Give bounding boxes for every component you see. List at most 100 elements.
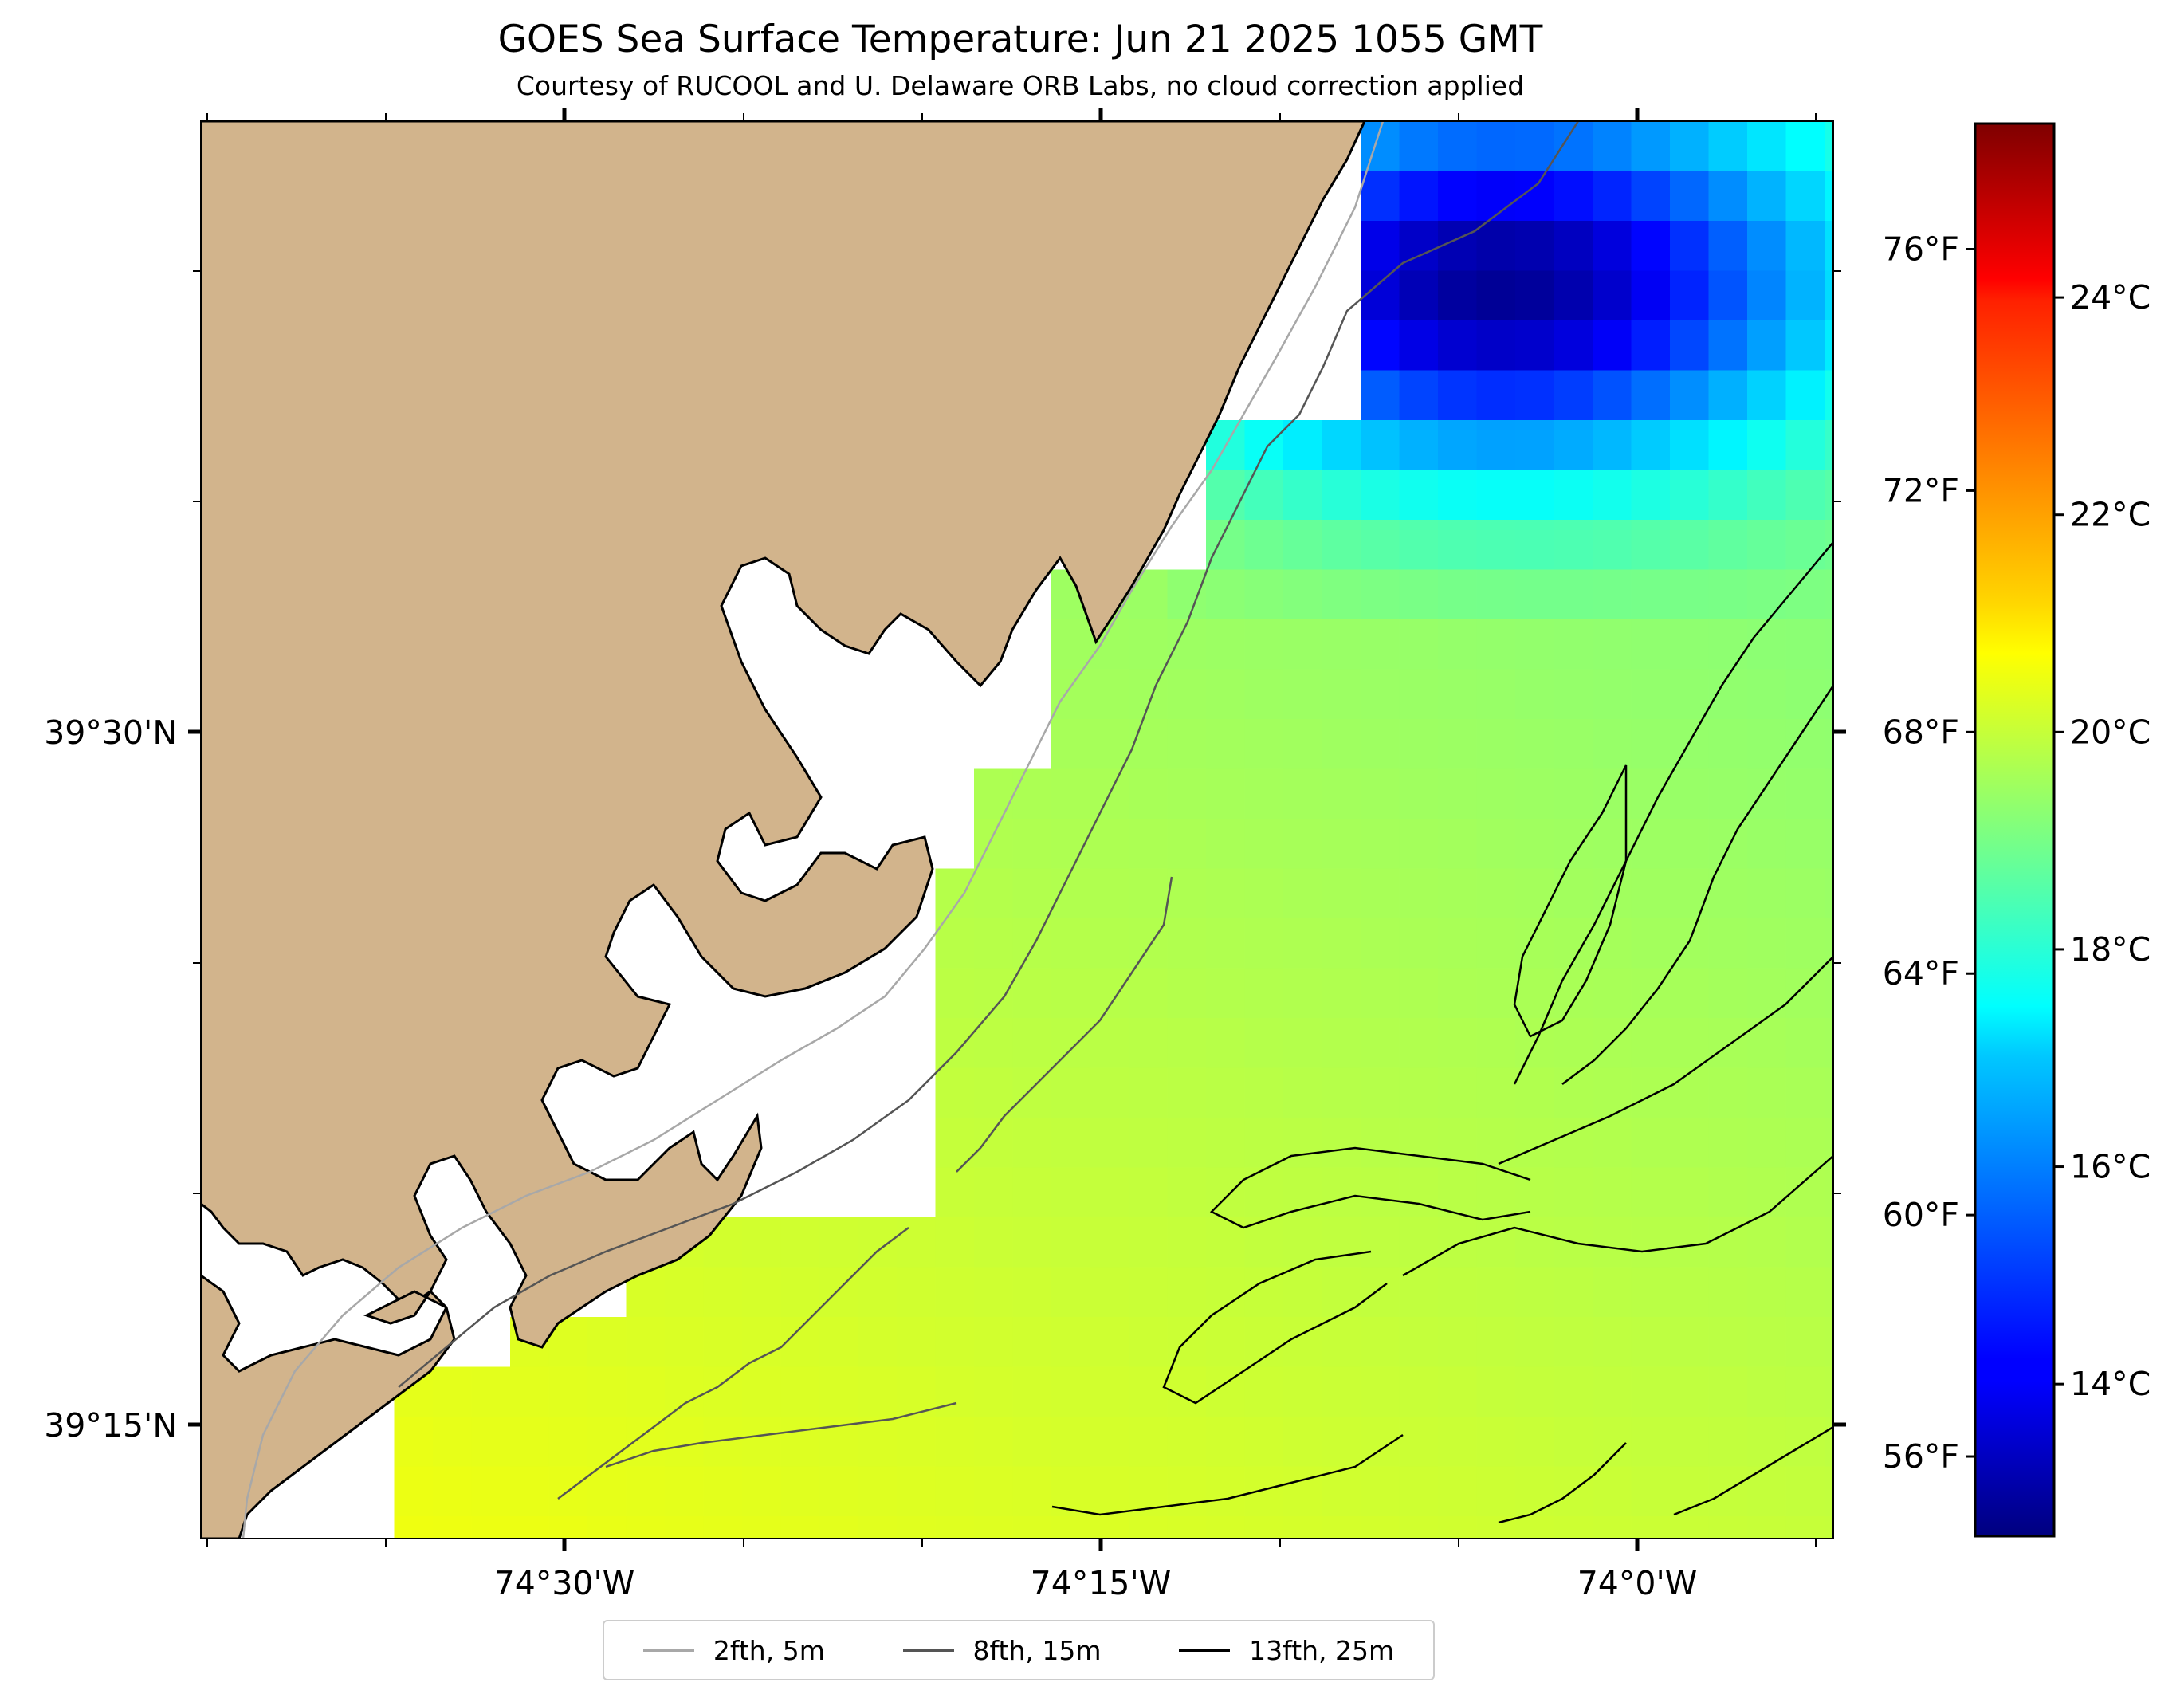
- sst-cell: [433, 1466, 473, 1517]
- sst-cell: [1515, 1217, 1555, 1268]
- sst-cell: [1167, 968, 1207, 1019]
- sst-cell: [1167, 619, 1207, 670]
- sst-cell: [858, 1466, 898, 1517]
- sst-cell: [1399, 918, 1439, 969]
- sst-cell: [1554, 669, 1593, 720]
- sst-cell: [1670, 968, 1710, 1019]
- sst-cell: [1670, 1516, 1710, 1539]
- sst-cell: [1438, 1018, 1478, 1069]
- sst-cell: [1129, 819, 1169, 870]
- sst-cell: [1631, 1317, 1671, 1368]
- sst-cell: [1361, 619, 1400, 670]
- sst-cell: [1438, 320, 1478, 371]
- sst-cell: [587, 1417, 627, 1468]
- sst-cell: [1554, 868, 1593, 919]
- sst-cell: [1399, 719, 1439, 770]
- sst-cell: [1438, 569, 1478, 620]
- sst-cell: [1438, 221, 1478, 272]
- sst-cell: [1825, 918, 1833, 969]
- sst-cell: [1129, 1317, 1169, 1368]
- legend-item-13fth: 13fth, 25m: [1179, 1635, 1394, 1666]
- sst-cell: [1785, 171, 1825, 222]
- sst-cell: [1438, 1067, 1478, 1118]
- sst-cell: [1322, 819, 1361, 870]
- sst-cell: [1206, 1267, 1246, 1318]
- sst-cell: [1438, 719, 1478, 770]
- sst-cell: [780, 1466, 820, 1517]
- sst-cell: [1283, 1366, 1323, 1417]
- sst-cell: [1631, 320, 1671, 371]
- sst-cell: [897, 1466, 937, 1517]
- sst-cell: [1515, 968, 1555, 1019]
- sst-cell: [974, 1466, 1014, 1517]
- sst-cell: [1708, 370, 1748, 421]
- sst-cell: [935, 1067, 975, 1118]
- sst-cell: [1051, 1167, 1091, 1218]
- sst-cell: [1476, 1067, 1516, 1118]
- sst-cell: [1051, 1217, 1091, 1268]
- sst-cell: [1012, 1018, 1052, 1069]
- sst-cell: [1244, 470, 1284, 521]
- sst-cell: [858, 1366, 898, 1417]
- sst-cell: [1361, 569, 1400, 620]
- sst-cell: [1361, 918, 1400, 969]
- sst-cell: [780, 1516, 820, 1539]
- sst-cell: [935, 1167, 975, 1218]
- sst-cell: [1129, 1417, 1169, 1468]
- sst-cell: [1554, 270, 1593, 321]
- sst-cell: [1515, 868, 1555, 919]
- sst-cell: [1785, 320, 1825, 371]
- sst-cell: [1747, 520, 1787, 571]
- sst-cell: [1012, 819, 1052, 870]
- sst-cell: [1167, 569, 1207, 620]
- sst-cell: [1244, 1417, 1284, 1468]
- sst-cell: [1322, 968, 1361, 1019]
- sst-cell: [1825, 370, 1833, 421]
- sst-cell: [1051, 719, 1091, 770]
- sst-cell: [1825, 868, 1833, 919]
- sst-cell: [587, 1516, 627, 1539]
- sst-cell: [1399, 968, 1439, 1019]
- sst-cell: [1593, 370, 1632, 421]
- sst-cell: [935, 968, 975, 1019]
- sst-cell: [1515, 768, 1555, 820]
- sst-cell: [1631, 819, 1671, 870]
- sst-cell: [1515, 1267, 1555, 1318]
- sst-cell: [1476, 221, 1516, 272]
- sst-cell: [1631, 1018, 1671, 1069]
- sst-cell: [1399, 1018, 1439, 1069]
- colorbar: [1974, 122, 2056, 1538]
- sst-cell: [665, 1466, 705, 1517]
- sst-cell: [1825, 320, 1833, 371]
- sst-cell: [1747, 768, 1787, 820]
- sst-cell: [858, 1217, 898, 1268]
- sst-cell: [1206, 968, 1246, 1019]
- sst-cell: [1554, 1167, 1593, 1218]
- sst-cell: [1593, 470, 1632, 521]
- sst-cell: [1283, 569, 1323, 620]
- sst-cell: [1593, 171, 1632, 222]
- sst-cell: [1361, 370, 1400, 421]
- sst-cell: [1283, 1516, 1323, 1539]
- sst-cell: [1593, 420, 1632, 471]
- sst-cell: [1361, 1366, 1400, 1417]
- legend-swatch-8fth: [902, 1649, 954, 1652]
- sst-cell: [1515, 669, 1555, 720]
- sst-cell: [1244, 569, 1284, 620]
- sst-cell: [1283, 1267, 1323, 1318]
- sst-cell: [1012, 868, 1052, 919]
- sst-cell: [858, 1516, 898, 1539]
- x-tick-label: 74°0'W: [1577, 1564, 1698, 1602]
- sst-cell: [1090, 819, 1129, 870]
- sst-cell: [935, 1466, 975, 1517]
- sst-cell: [1825, 819, 1833, 870]
- sst-cell: [1399, 370, 1439, 421]
- sst-cell: [1244, 1516, 1284, 1539]
- sst-cell: [1785, 669, 1825, 720]
- sst-cell: [819, 1466, 859, 1517]
- sst-cell: [1361, 968, 1400, 1019]
- legend-label: 8fth, 15m: [972, 1634, 1102, 1666]
- sst-cell: [1785, 270, 1825, 321]
- sst-cell: [1399, 1466, 1439, 1517]
